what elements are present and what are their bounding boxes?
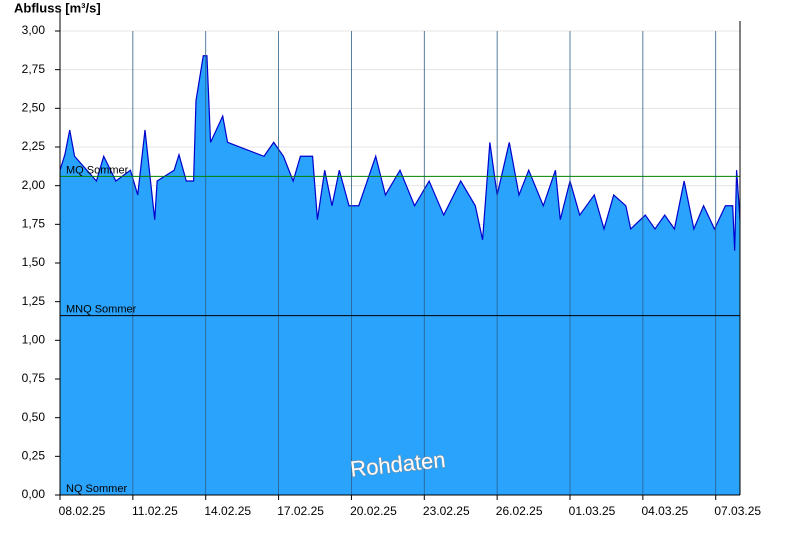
x-tick-label: 04.03.25: [641, 504, 688, 518]
x-tick-label: 17.02.25: [277, 504, 324, 518]
y-tick-label: 1,50: [22, 255, 46, 269]
x-tick-label: 23.02.25: [423, 504, 470, 518]
y-tick-label: 0,75: [22, 371, 46, 385]
y-tick-label: 1,75: [22, 217, 46, 231]
x-tick-label: 14.02.25: [204, 504, 251, 518]
x-tick-label: 26.02.25: [496, 504, 543, 518]
y-tick-label: 0,50: [22, 410, 46, 424]
line: [59, 55, 741, 251]
y-tick-label: 2,50: [22, 101, 46, 115]
y-tick-label: 1,00: [22, 333, 46, 347]
y-tick-label: 2,25: [22, 139, 46, 153]
reference-label: NQ Sommer: [66, 483, 127, 495]
x-tick-label: 08.02.25: [59, 504, 106, 518]
x-tick-label: 07.03.25: [714, 504, 761, 518]
y-tick-label: 3,00: [22, 23, 46, 37]
y-tick-label: 0,00: [22, 487, 46, 501]
reference-label: MNQ Sommer: [66, 303, 137, 315]
y-axis-label: Abfluss [m³/s]: [14, 0, 101, 15]
y-tick-label: 2,00: [22, 178, 46, 192]
x-tick-label: 01.03.25: [569, 504, 616, 518]
y-tick-label: 2,75: [22, 62, 46, 76]
y-tick-label: 0,25: [22, 449, 46, 463]
y-tick-label: 1,25: [22, 294, 46, 308]
x-tick-label: 11.02.25: [132, 504, 178, 518]
x-tick-label: 20.02.25: [350, 504, 397, 518]
reference-label: MQ Sommer: [66, 164, 129, 176]
